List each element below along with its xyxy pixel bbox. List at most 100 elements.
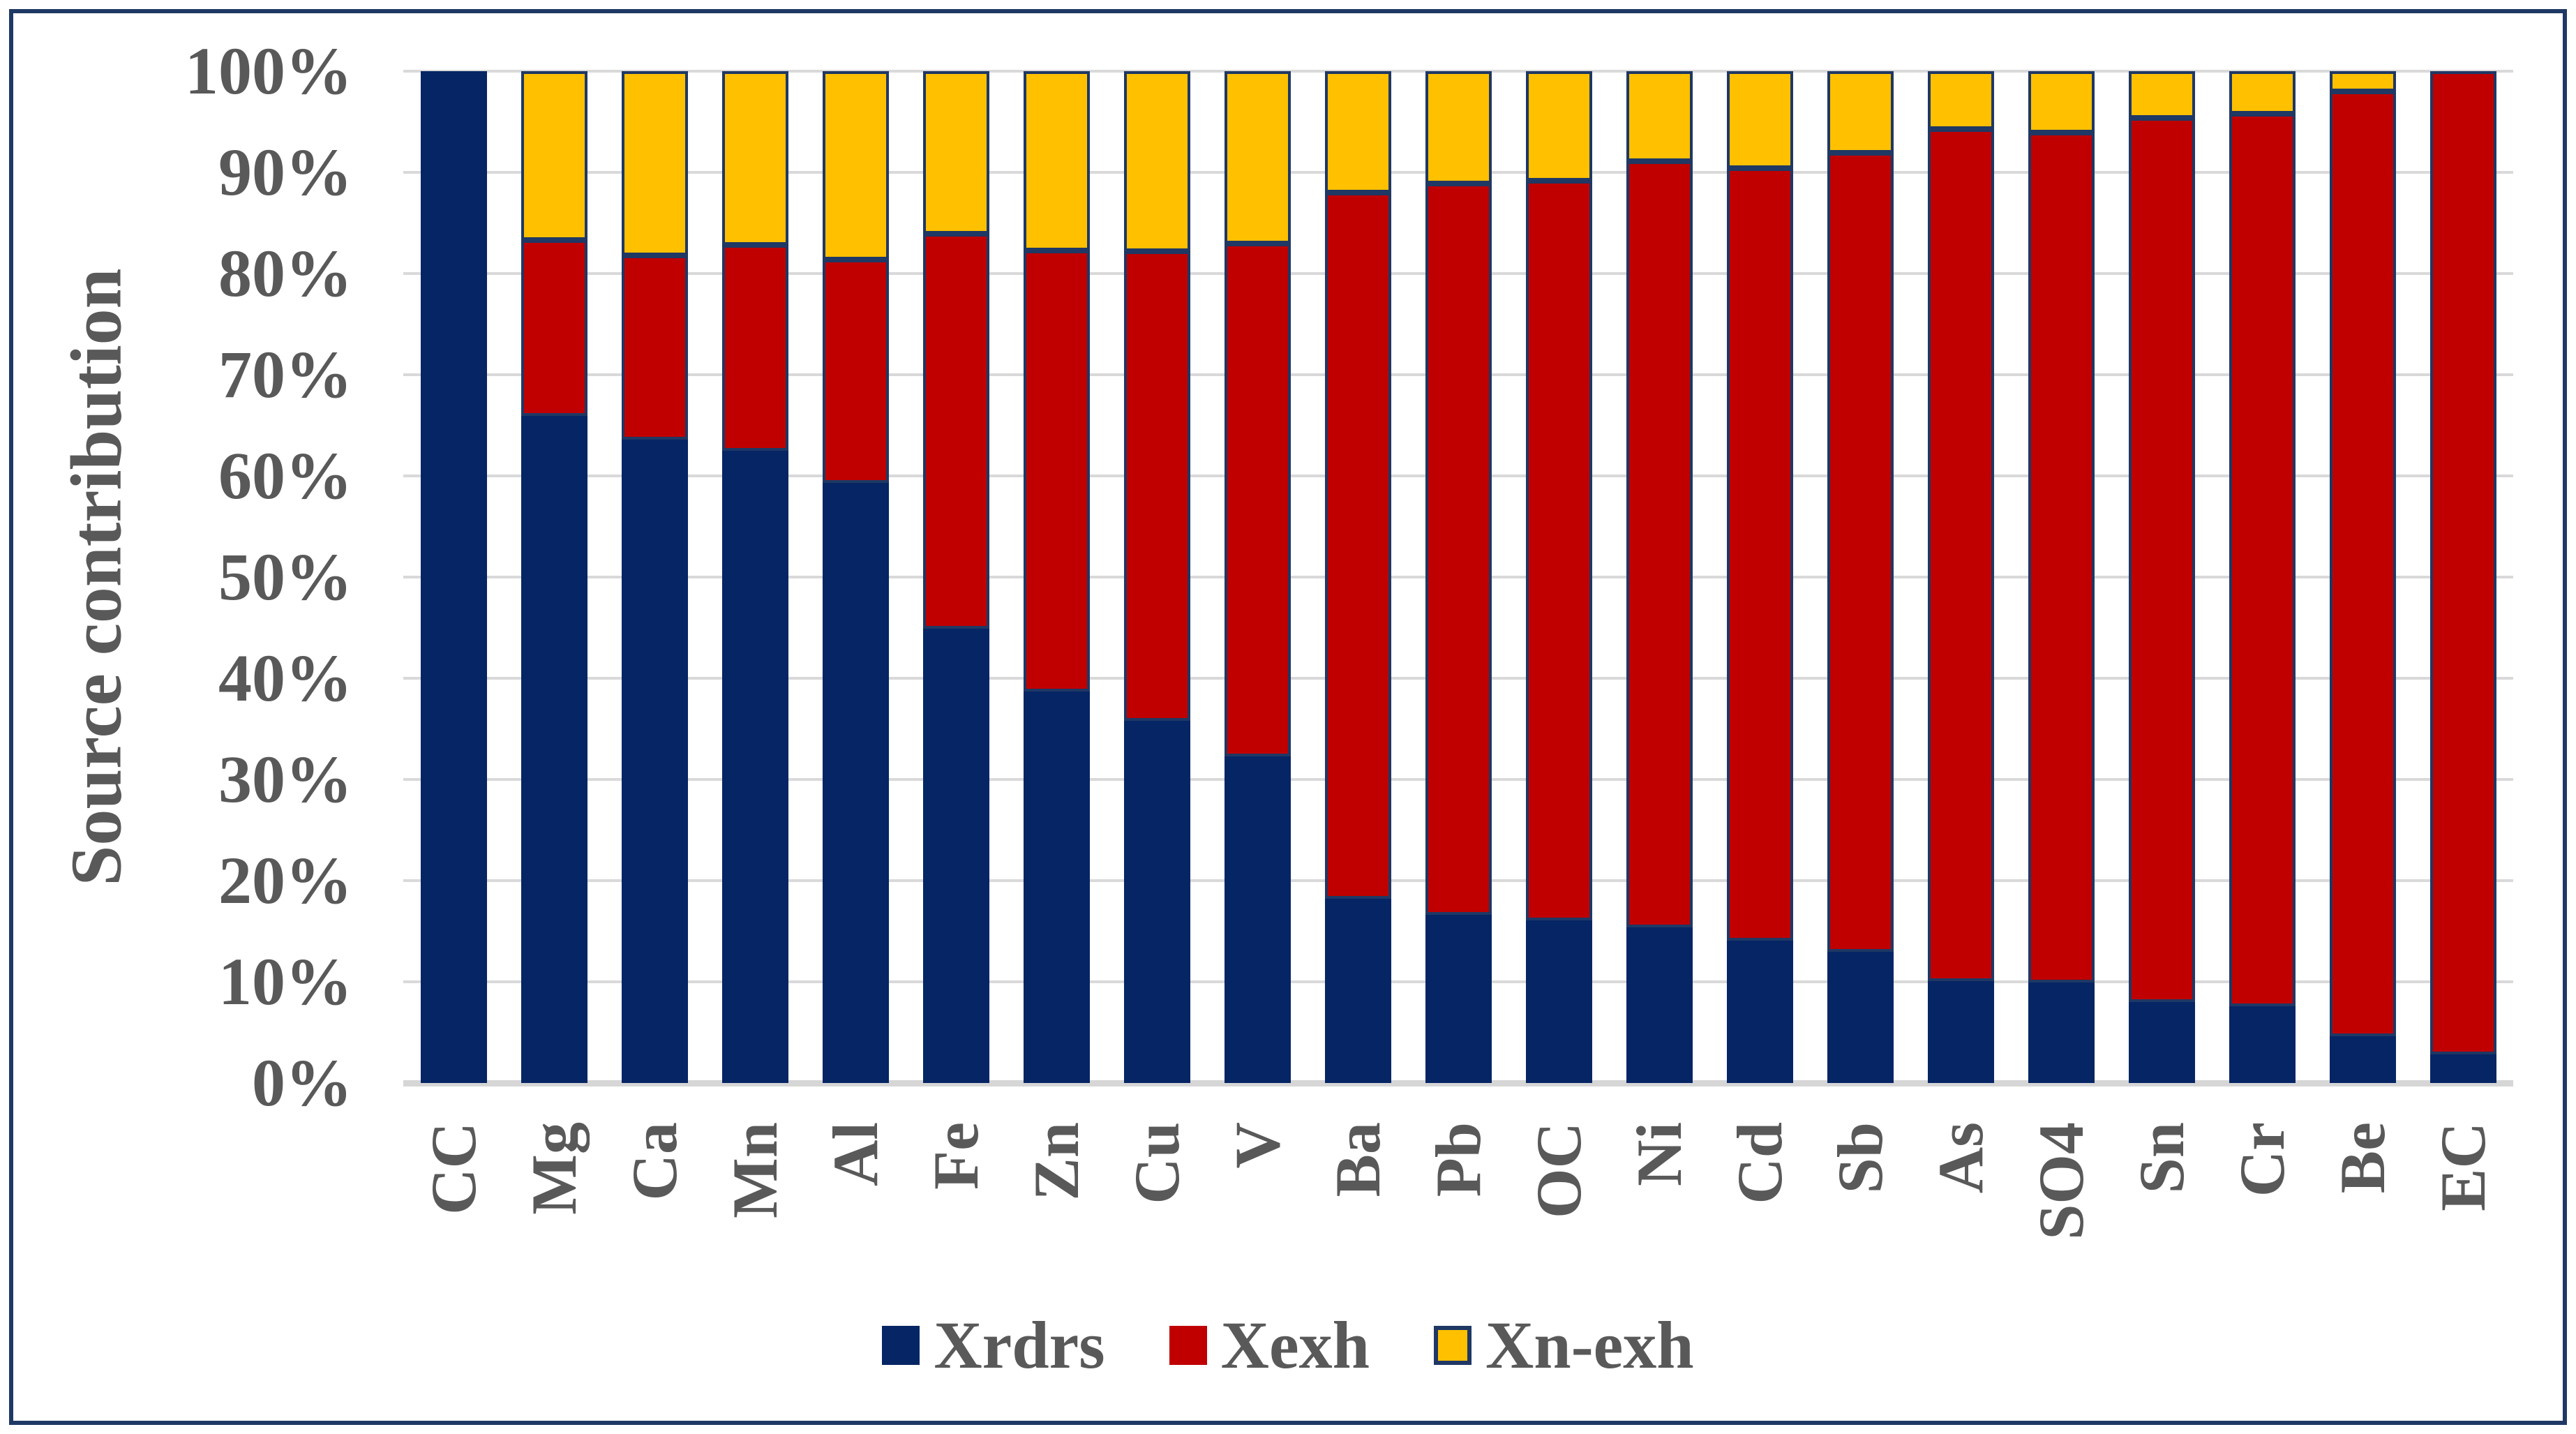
bar-segment-Xexh-As	[1927, 128, 1994, 981]
x-axis-label-text: OC	[1523, 1122, 1594, 1218]
bar-segment-Xn-exh-Cu	[1123, 71, 1190, 252]
x-axis-label-text: Cu	[1121, 1122, 1192, 1204]
x-axis-label-text: Ni	[1624, 1122, 1695, 1186]
x-axis-label-text: Fe	[920, 1122, 991, 1190]
bar-segment-Xexh-Be	[2329, 91, 2396, 1037]
bar-Cr	[2229, 71, 2296, 1083]
bar-segment-Xexh-Mn	[721, 245, 788, 451]
bar-column-Mg	[504, 71, 604, 1083]
bar-segment-Xrdrs-Cd	[1726, 940, 1793, 1083]
x-axis-label-As: As	[1910, 1122, 2011, 1193]
bar-segment-Xrdrs-Mn	[721, 450, 788, 1083]
x-axis-label-Cr: Cr	[2212, 1122, 2312, 1197]
y-tick-label-80%: 80%	[218, 236, 352, 311]
bar-segment-Xrdrs-CC	[420, 71, 487, 1083]
x-axis-label-Sb: Sb	[1810, 1122, 1910, 1193]
bar-segment-Xrdrs-Sb	[1827, 951, 1894, 1083]
bar-CC	[420, 71, 487, 1083]
bar-Al	[822, 71, 889, 1083]
bar-segment-Xrdrs-Ni	[1626, 927, 1693, 1083]
x-axis-label-text: Pb	[1423, 1122, 1494, 1197]
bar-segment-Xexh-Fe	[922, 234, 989, 629]
bar-column-Ni	[1609, 71, 1709, 1083]
bar-segment-Xn-exh-Mn	[721, 71, 788, 246]
bar-segment-Xexh-OC	[1525, 180, 1592, 920]
bar-Pb	[1425, 71, 1492, 1083]
bar-segment-Xrdrs-Zn	[1023, 691, 1090, 1083]
x-axis-label-text: Mn	[719, 1122, 791, 1218]
bar-segment-Xexh-V	[1224, 243, 1291, 756]
bar-column-Be	[2312, 71, 2413, 1083]
bar-column-Ca	[604, 71, 705, 1083]
legend-item-Xrdrs: Xrdrs	[882, 1306, 1105, 1384]
bar-Mn	[721, 71, 788, 1083]
bar-segment-Xn-exh-Sb	[1827, 71, 1894, 154]
bar-segment-Xrdrs-Ba	[1324, 899, 1391, 1083]
bar-Mg	[521, 71, 587, 1083]
x-axis-label-text: Al	[820, 1122, 891, 1186]
bar-segment-Xn-exh-Zn	[1023, 71, 1090, 251]
bar-EC	[2429, 71, 2496, 1083]
bar-As	[1927, 71, 1994, 1083]
bar-column-Sb	[1810, 71, 1910, 1083]
x-axis-label-text: Cr	[2226, 1122, 2298, 1197]
x-axis-label-Ni: Ni	[1609, 1122, 1709, 1186]
bar-segment-Xrdrs-V	[1224, 756, 1291, 1083]
bar-column-OC	[1508, 71, 1609, 1083]
bar-segment-Xexh-Al	[822, 259, 889, 484]
bar-segment-Xn-exh-V	[1224, 71, 1291, 244]
bar-segment-Xexh-Ba	[1324, 193, 1391, 899]
bar-segment-Xexh-Pb	[1425, 183, 1492, 916]
bar-segment-Xrdrs-Mg	[521, 416, 587, 1083]
x-axis-label-Ca: Ca	[604, 1122, 705, 1200]
y-tick-label-20%: 20%	[218, 843, 352, 918]
bar-segment-Xn-exh-Fe	[922, 71, 989, 234]
bar-column-Mn	[705, 71, 805, 1083]
bar-Sb	[1827, 71, 1894, 1083]
bar-segment-Xexh-Cr	[2229, 113, 2296, 1006]
bar-column-SO4	[2011, 71, 2111, 1083]
x-axis-label-OC: OC	[1508, 1122, 1609, 1218]
x-axis-label-text: Sb	[1825, 1122, 1896, 1194]
x-axis-label-Fe: Fe	[906, 1122, 1006, 1190]
legend-label-Xrdrs: Xrdrs	[934, 1308, 1105, 1382]
bar-segment-Xrdrs-EC	[2429, 1054, 2496, 1083]
x-axis-label-text: Zn	[1021, 1122, 1092, 1201]
x-axis-label-Mn: Mn	[705, 1122, 805, 1218]
x-axis-label-Mg: Mg	[504, 1122, 604, 1215]
x-axis-label-text: Sn	[2126, 1122, 2197, 1194]
bar-segment-Xn-exh-Ba	[1324, 71, 1391, 193]
legend-label-Xn-exh: Xn-exh	[1485, 1308, 1694, 1382]
bar-Fe	[922, 71, 989, 1083]
legend-swatch-Xrdrs	[882, 1325, 920, 1365]
x-axis-line	[403, 1080, 2513, 1086]
bar-segment-Xrdrs-Be	[2329, 1036, 2396, 1083]
legend-swatch-Xn-exh	[1433, 1325, 1472, 1365]
x-axis-label-text: As	[1925, 1122, 1996, 1194]
bar-OC	[1525, 71, 1592, 1083]
bar-segment-Xn-exh-As	[1927, 71, 1994, 129]
bar-segment-Xn-exh-Pb	[1425, 71, 1492, 184]
bar-segment-Xrdrs-Cr	[2229, 1006, 2296, 1083]
bar-segment-Xrdrs-Al	[822, 483, 889, 1083]
x-axis-label-text: CC	[418, 1122, 489, 1215]
bar-Cu	[1123, 71, 1190, 1083]
bar-segment-Xexh-Cu	[1123, 251, 1190, 721]
bar-segment-Xn-exh-SO4	[2028, 71, 2095, 133]
bar-segment-Xexh-Sn	[2128, 117, 2195, 1002]
x-axis-label-Cd: Cd	[1709, 1122, 1810, 1204]
x-axis-label-Al: Al	[805, 1122, 906, 1186]
y-tick-label-90%: 90%	[218, 135, 352, 209]
bar-column-Cu	[1107, 71, 1207, 1083]
y-tick-label-60%: 60%	[218, 438, 352, 513]
y-tick-label-100%: 100%	[185, 33, 352, 108]
legend-swatch-Xexh	[1169, 1325, 1207, 1365]
bar-segment-Xrdrs-Sn	[2128, 1002, 2195, 1083]
bar-segment-Xrdrs-Fe	[922, 628, 989, 1083]
bar-segment-Xexh-Sb	[1827, 153, 1894, 952]
bar-segment-Xrdrs-Ca	[621, 439, 688, 1083]
y-tick-label-50%: 50%	[218, 539, 352, 614]
bar-Cd	[1726, 71, 1793, 1083]
bar-segment-Xrdrs-Cu	[1123, 720, 1190, 1083]
bar-segment-Xn-exh-Be	[2329, 71, 2396, 92]
